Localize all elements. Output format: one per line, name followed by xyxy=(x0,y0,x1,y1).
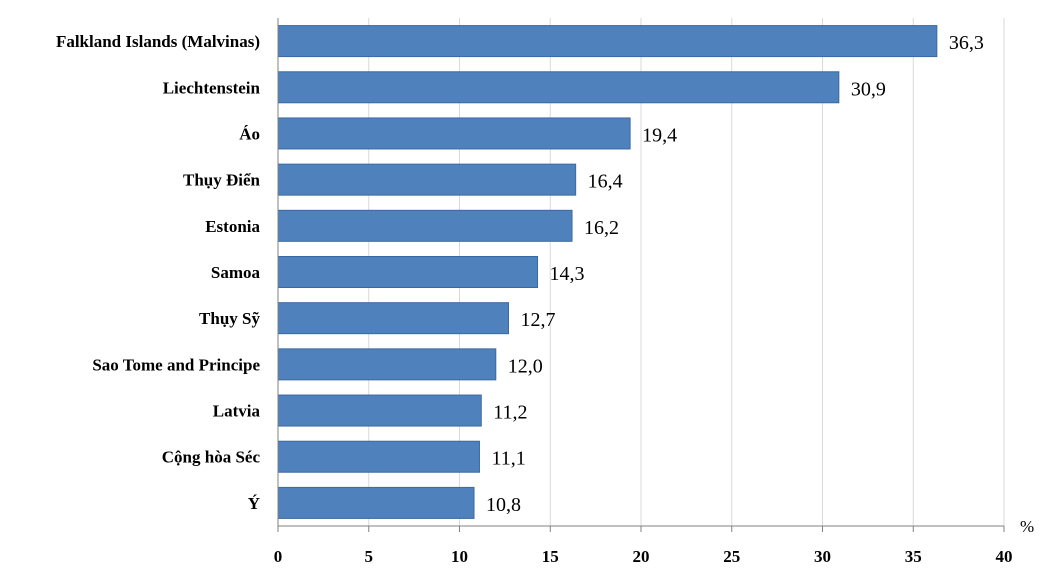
category-label: Estonia xyxy=(205,217,260,236)
bar xyxy=(277,117,631,150)
x-tick-label: 40 xyxy=(996,547,1013,566)
value-label: 11,2 xyxy=(493,402,527,424)
bar xyxy=(277,440,480,473)
x-tick-label: 10 xyxy=(451,547,468,566)
bars xyxy=(277,25,938,519)
value-label: 19,4 xyxy=(642,124,677,146)
category-labels: Falkland Islands (Malvinas) Liechtenstein… xyxy=(56,32,261,513)
bar xyxy=(277,348,497,381)
x-tick-label: 35 xyxy=(905,547,922,566)
value-label: 30,9 xyxy=(851,78,886,100)
bar xyxy=(277,71,840,104)
category-label: Latvia xyxy=(213,402,261,421)
category-label: Áo xyxy=(239,124,260,143)
value-label: 12,7 xyxy=(521,309,556,331)
x-axis-unit: % xyxy=(1020,517,1034,536)
value-label: 11,1 xyxy=(491,448,525,470)
x-tick-label: 5 xyxy=(365,547,374,566)
x-tick-label: 20 xyxy=(633,547,650,566)
bar xyxy=(277,209,573,242)
value-label: 16,2 xyxy=(584,217,619,239)
bar xyxy=(277,394,482,427)
category-label: Sao Tome and Principe xyxy=(92,355,260,374)
category-label: Cộng hòa Séc xyxy=(162,448,261,467)
bar xyxy=(277,486,475,519)
x-tick-label: 30 xyxy=(814,547,831,566)
category-label: Liechtenstein xyxy=(163,78,261,97)
x-axis: 0 5 10 15 20 25 30 35 40 xyxy=(274,18,1013,566)
bar xyxy=(277,25,938,58)
x-tick-label: 15 xyxy=(542,547,559,566)
value-label: 12,0 xyxy=(508,355,543,377)
category-label: Falkland Islands (Malvinas) xyxy=(56,32,260,51)
value-label: 14,3 xyxy=(550,263,585,285)
value-labels: 36,3 30,9 19,4 16,4 16,2 14,3 12,7 12,0 11,2 11,1… xyxy=(486,32,984,516)
x-tick-label: 0 xyxy=(274,547,283,566)
bar xyxy=(277,163,577,196)
bar xyxy=(277,302,510,335)
value-label: 10,8 xyxy=(486,494,521,516)
x-tick-label: 25 xyxy=(723,547,740,566)
value-label: 36,3 xyxy=(949,32,984,54)
value-label: 16,4 xyxy=(588,171,623,193)
category-label: Thụy Điển xyxy=(183,171,261,190)
bar xyxy=(277,256,539,288)
category-label: Samoa xyxy=(211,263,261,282)
category-label: Thụy Sỹ xyxy=(199,309,260,328)
category-label: Ý xyxy=(248,494,260,513)
